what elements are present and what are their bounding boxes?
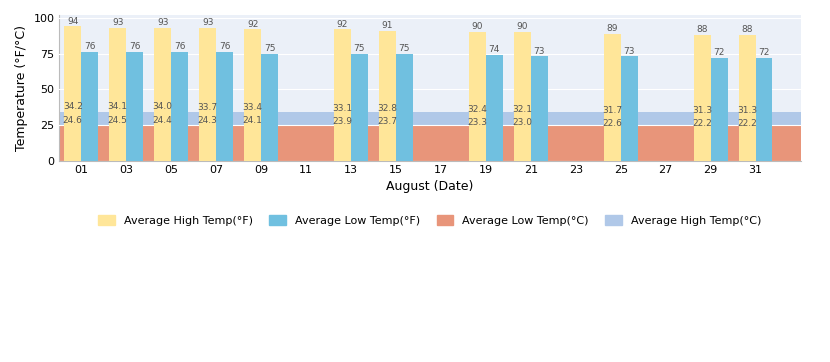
Bar — [351, 54, 368, 161]
Text: 23.7: 23.7 — [378, 117, 398, 126]
Text: 34.2: 34.2 — [63, 102, 83, 111]
X-axis label: August (Date): August (Date) — [386, 180, 473, 193]
Text: 24.3: 24.3 — [198, 116, 217, 125]
Bar — [486, 55, 503, 161]
Text: 93: 93 — [112, 18, 124, 27]
Text: 93: 93 — [157, 18, 168, 27]
Text: 92: 92 — [337, 20, 349, 29]
Bar — [199, 28, 216, 161]
Text: 72: 72 — [759, 48, 769, 57]
Text: 74: 74 — [489, 45, 500, 54]
Text: 32.1: 32.1 — [512, 105, 532, 114]
Bar — [694, 35, 710, 161]
Text: 31.3: 31.3 — [692, 106, 712, 115]
Text: 72: 72 — [714, 48, 725, 57]
Text: 23.3: 23.3 — [467, 118, 487, 127]
Text: 89: 89 — [607, 24, 618, 33]
Legend: Average High Temp(°F), Average Low Temp(°F), Average Low Temp(°C), Average High : Average High Temp(°F), Average Low Temp(… — [94, 211, 766, 231]
Text: 94: 94 — [67, 17, 79, 26]
Bar — [334, 29, 351, 161]
Bar — [59, 112, 801, 161]
Text: 32.4: 32.4 — [467, 105, 487, 114]
Text: 76: 76 — [129, 42, 140, 51]
Bar — [379, 31, 396, 161]
Text: 31.3: 31.3 — [737, 106, 757, 115]
Text: 90: 90 — [516, 22, 528, 31]
Text: 73: 73 — [534, 47, 545, 56]
Bar — [216, 52, 233, 161]
Text: 88: 88 — [741, 25, 753, 34]
Bar — [110, 28, 126, 161]
Text: 88: 88 — [696, 25, 708, 34]
Text: 31.7: 31.7 — [603, 106, 622, 115]
Text: 22.6: 22.6 — [603, 119, 622, 127]
Bar — [261, 54, 278, 161]
Text: 33.1: 33.1 — [333, 104, 353, 113]
Bar — [65, 26, 81, 161]
Bar — [469, 32, 486, 161]
Text: 34.0: 34.0 — [153, 102, 173, 111]
Text: 24.4: 24.4 — [153, 116, 173, 125]
Bar — [81, 52, 98, 161]
Text: 24.6: 24.6 — [63, 116, 83, 125]
Text: 33.4: 33.4 — [242, 103, 262, 112]
Bar — [531, 56, 548, 161]
Text: 93: 93 — [202, 18, 213, 27]
Text: 76: 76 — [84, 42, 95, 51]
Text: 23.9: 23.9 — [333, 117, 353, 126]
Text: 75: 75 — [264, 44, 276, 53]
Bar — [621, 56, 637, 161]
Text: 75: 75 — [354, 44, 365, 53]
Text: 91: 91 — [382, 21, 393, 30]
Bar — [514, 32, 531, 161]
Text: 34.1: 34.1 — [108, 102, 128, 111]
Text: 22.2: 22.2 — [692, 119, 712, 128]
Text: 23.0: 23.0 — [512, 118, 532, 127]
Bar — [59, 126, 801, 161]
Text: 32.8: 32.8 — [378, 104, 398, 113]
Text: 24.1: 24.1 — [242, 117, 262, 126]
Bar — [604, 34, 621, 161]
Text: 76: 76 — [219, 42, 230, 51]
Bar — [755, 58, 773, 161]
Y-axis label: Temperature (°F/°C): Temperature (°F/°C) — [15, 25, 28, 151]
Text: 24.5: 24.5 — [108, 116, 128, 125]
Bar — [154, 28, 171, 161]
Text: 76: 76 — [173, 42, 185, 51]
Text: 22.2: 22.2 — [737, 119, 757, 128]
Bar — [710, 58, 728, 161]
Bar — [171, 52, 188, 161]
Text: 73: 73 — [623, 47, 635, 56]
Text: 90: 90 — [471, 22, 483, 31]
Bar — [126, 52, 143, 161]
Text: 33.7: 33.7 — [198, 103, 217, 112]
Text: 92: 92 — [247, 20, 258, 29]
Bar — [396, 54, 413, 161]
Bar — [739, 35, 755, 161]
Bar — [244, 29, 261, 161]
Text: 75: 75 — [398, 44, 410, 53]
